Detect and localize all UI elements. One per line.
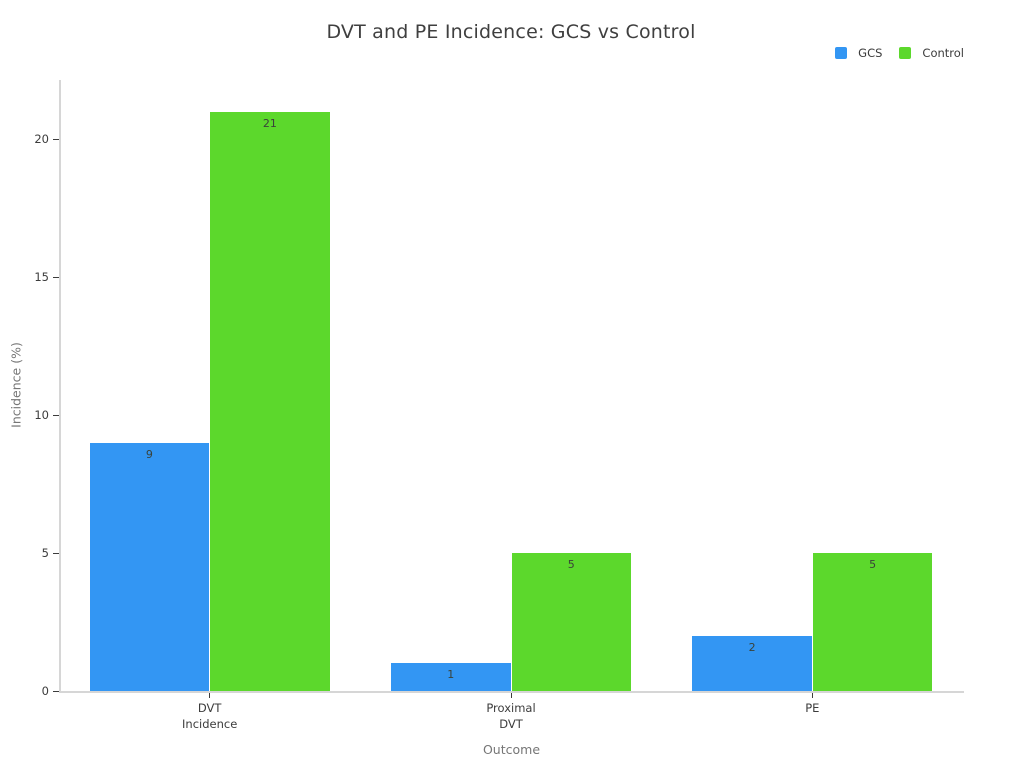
x-tick-label: PE [805, 701, 820, 715]
bar-value-label: 1 [447, 668, 455, 682]
bar-control-pe [812, 553, 933, 691]
chart-title: DVT and PE Incidence: GCS vs Control [326, 21, 696, 43]
y-tick-mark [53, 690, 59, 692]
x-axis-title: Outcome [482, 742, 541, 757]
bar-gcs-proximal-dvt [391, 663, 511, 691]
legend-label: GCS [858, 46, 883, 60]
y-tick-label: 15 [34, 270, 49, 285]
y-tick-label: 20 [34, 132, 49, 147]
x-tick-mark [510, 693, 512, 698]
bar-value-label: 21 [262, 116, 277, 130]
legend: GCS Control [835, 46, 964, 60]
y-tick-mark [53, 138, 59, 140]
bar-value-label: 5 [567, 558, 575, 572]
y-axis-title: Incidence (%) [8, 342, 24, 428]
x-axis-line [59, 691, 964, 693]
x-tick-label: DVT Incidence [182, 701, 238, 731]
bar-value-label: 9 [145, 447, 153, 461]
x-tick-mark [209, 693, 211, 698]
x-tick-label: Proximal DVT [486, 701, 536, 731]
legend-swatch-control [899, 47, 912, 59]
bar-value-label: 5 [869, 558, 877, 572]
y-tick-label: 10 [34, 408, 49, 423]
legend-label: Control [922, 46, 964, 60]
legend-item-gcs: GCS [835, 46, 882, 60]
y-axis-line [59, 80, 61, 692]
legend-swatch-gcs [835, 47, 848, 59]
y-tick-mark [53, 414, 59, 416]
y-tick-mark [53, 276, 59, 278]
bar-value-label: 2 [748, 640, 756, 654]
bar-gcs-dvt-incidence [89, 442, 210, 691]
bar-control-dvt-incidence [210, 111, 330, 691]
bar-gcs-pe [692, 635, 812, 691]
y-tick-mark [53, 552, 59, 554]
y-tick-label: 5 [41, 546, 49, 561]
x-tick-mark [811, 693, 813, 698]
bar-control-proximal-dvt [511, 553, 631, 691]
y-tick-label: 0 [41, 684, 49, 698]
legend-item-control: Control [899, 46, 964, 60]
